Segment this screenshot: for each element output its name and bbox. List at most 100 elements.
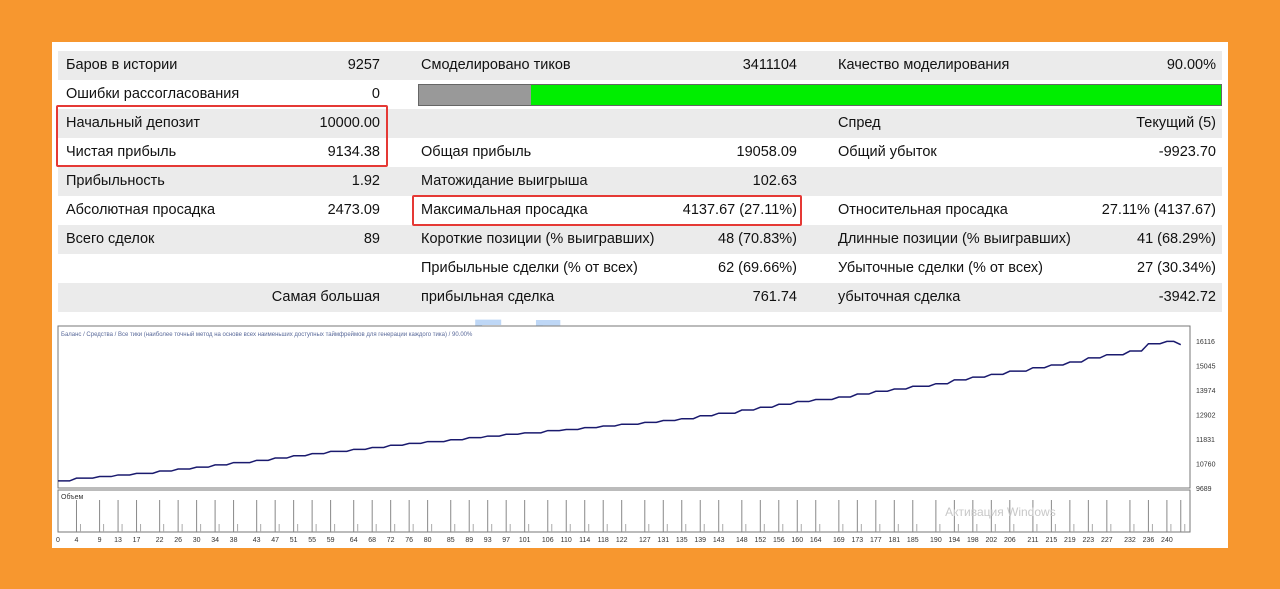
os-activation-watermark: Активация Windows xyxy=(945,505,1056,519)
stat-value: Текущий (5) xyxy=(1136,115,1216,131)
stat-value: -9923.70 xyxy=(1158,144,1216,160)
stat-value: 27.11% (4137.67) xyxy=(1101,202,1216,218)
x-tick-label: 156 xyxy=(773,537,785,544)
x-tick-label: 72 xyxy=(387,537,395,544)
stat-label: Спред xyxy=(838,115,881,131)
x-tick-label: 223 xyxy=(1083,537,1095,544)
stat-value: 9134.38 xyxy=(327,144,380,160)
x-tick-label: 97 xyxy=(502,537,510,544)
stat-label: Общий убыток xyxy=(838,144,937,160)
x-tick-label: 232 xyxy=(1124,537,1136,544)
y-tick-label: 12902 xyxy=(1196,413,1216,420)
x-tick-label: 118 xyxy=(598,537,609,544)
x-tick-label: 194 xyxy=(949,537,961,544)
x-tick-label: 17 xyxy=(133,537,141,544)
stat-label: Длинные позиции (% выигравших) xyxy=(838,231,1071,247)
x-tick-label: 47 xyxy=(271,537,279,544)
stats-row: Ошибки рассогласования 0 xyxy=(58,80,1222,109)
y-tick-label: 9689 xyxy=(1196,486,1212,493)
stat-label: Смоделировано тиков xyxy=(421,57,571,73)
x-tick-label: 89 xyxy=(465,537,473,544)
stat-value: 62 (69.66%) xyxy=(718,260,797,276)
stat-label: Чистая прибыль xyxy=(66,144,177,160)
stat-label: Начальный депозит xyxy=(66,115,201,131)
stat-value: 10000.00 xyxy=(319,115,380,131)
x-tick-label: 26 xyxy=(174,537,182,544)
x-tick-label: 240 xyxy=(1161,537,1173,544)
x-tick-label: 68 xyxy=(368,537,376,544)
stats-row: Самая большая прибыльная сделка 761.74 убыт… xyxy=(58,283,1222,312)
x-tick-label: 198 xyxy=(967,537,979,544)
stat-value: 761.74 xyxy=(752,289,797,305)
stat-label: Максимальная просадка xyxy=(421,202,588,218)
stat-value: 89 xyxy=(363,231,380,247)
stats-row: Чистая прибыль 9134.38 Общая прибыль 19058.… xyxy=(58,138,1222,167)
x-tick-label: 110 xyxy=(561,537,572,544)
x-tick-label: 43 xyxy=(253,537,261,544)
x-tick-label: 34 xyxy=(211,537,219,544)
stat-label: Прибыльные сделки (% от всех) xyxy=(421,260,638,276)
y-tick-label: 16116 xyxy=(1196,339,1215,346)
x-tick-label: 227 xyxy=(1101,537,1113,544)
stats-row: Прибыльные сделки (% от всех) 62 (69.66%)… xyxy=(58,254,1222,283)
stat-label: Убыточные сделки (% от всех) xyxy=(838,260,1043,276)
stats-row: Прибыльность 1.92 Матожидание выигрыша 102.… xyxy=(58,167,1222,196)
stats-row: Абсолютная просадка 2473.09 Максимальная п… xyxy=(58,196,1222,225)
x-tick-label: 122 xyxy=(616,537,628,544)
x-tick-label: 160 xyxy=(791,537,803,544)
x-tick-label: 164 xyxy=(810,537,822,544)
stats-row: Всего сделок 89 Короткие позиции (% выигра… xyxy=(58,225,1222,254)
x-tick-label: 106 xyxy=(542,537,554,544)
stat-label: Баров в истории xyxy=(66,57,178,73)
x-tick-label: 38 xyxy=(230,537,238,544)
x-tick-label: 148 xyxy=(736,537,748,544)
x-tick-label: 190 xyxy=(930,537,942,544)
stat-label: убыточная сделка xyxy=(838,289,961,305)
stat-value: 27 (30.34%) xyxy=(1137,260,1216,276)
stat-label: Общая прибыль xyxy=(421,144,532,160)
report-panel: Баров в истории 9257 Смоделировано тиков 34… xyxy=(52,42,1228,548)
y-tick-label: 13974 xyxy=(1196,388,1216,395)
x-tick-label: 236 xyxy=(1143,537,1155,544)
stat-value: 41 (68.29%) xyxy=(1137,231,1216,247)
x-tick-label: 114 xyxy=(579,537,590,544)
volume-label: Объем xyxy=(61,493,83,501)
stat-value: 0 xyxy=(371,86,380,102)
stat-label: Всего сделок xyxy=(66,231,155,247)
stat-value: 3411104 xyxy=(742,57,797,73)
x-tick-label: 202 xyxy=(985,537,997,544)
stat-value: -3942.72 xyxy=(1158,289,1216,305)
x-tick-label: 13 xyxy=(114,537,122,544)
x-tick-label: 215 xyxy=(1046,537,1058,544)
x-tick-label: 9 xyxy=(98,537,102,544)
stat-value: 102.63 xyxy=(752,173,797,189)
stat-label: Ошибки рассогласования xyxy=(66,86,240,102)
x-tick-label: 169 xyxy=(833,537,845,544)
balance-chart: Баланс / Средства / Все тики (наиболее т… xyxy=(56,325,1216,544)
x-tick-label: 185 xyxy=(907,537,919,544)
x-tick-label: 219 xyxy=(1064,537,1076,544)
stats-row: Баров в истории 9257 Смоделировано тиков 34… xyxy=(58,51,1222,80)
stats-row: Начальный депозит 10000.00 Спред Текущий (5… xyxy=(58,109,1222,138)
x-tick-label: 152 xyxy=(754,537,766,544)
stat-label: Качество моделирования xyxy=(838,57,1010,73)
stat-value: 9257 xyxy=(347,57,380,73)
x-tick-label: 51 xyxy=(290,537,298,544)
y-tick-label: 10760 xyxy=(1196,462,1216,469)
x-tick-label: 80 xyxy=(424,537,432,544)
x-tick-label: 177 xyxy=(870,537,882,544)
x-tick-label: 135 xyxy=(676,537,688,544)
stat-label: Прибыльность xyxy=(66,173,165,189)
x-tick-label: 0 xyxy=(56,537,60,544)
volume-plot-area xyxy=(57,489,1191,533)
x-tick-label: 181 xyxy=(888,537,900,544)
x-tick-label: 211 xyxy=(1027,537,1038,544)
modeling-quality-bar xyxy=(418,84,1222,106)
x-tick-label: 127 xyxy=(639,537,651,544)
stat-value: 2473.09 xyxy=(327,202,380,218)
x-tick-label: 206 xyxy=(1004,537,1016,544)
stat-value: 90.00% xyxy=(1166,57,1216,73)
x-tick-label: 30 xyxy=(193,537,201,544)
stat-value: 4137.67 (27.11%) xyxy=(682,202,797,218)
chart-legend: Баланс / Средства / Все тики (наиболее т… xyxy=(61,331,473,338)
